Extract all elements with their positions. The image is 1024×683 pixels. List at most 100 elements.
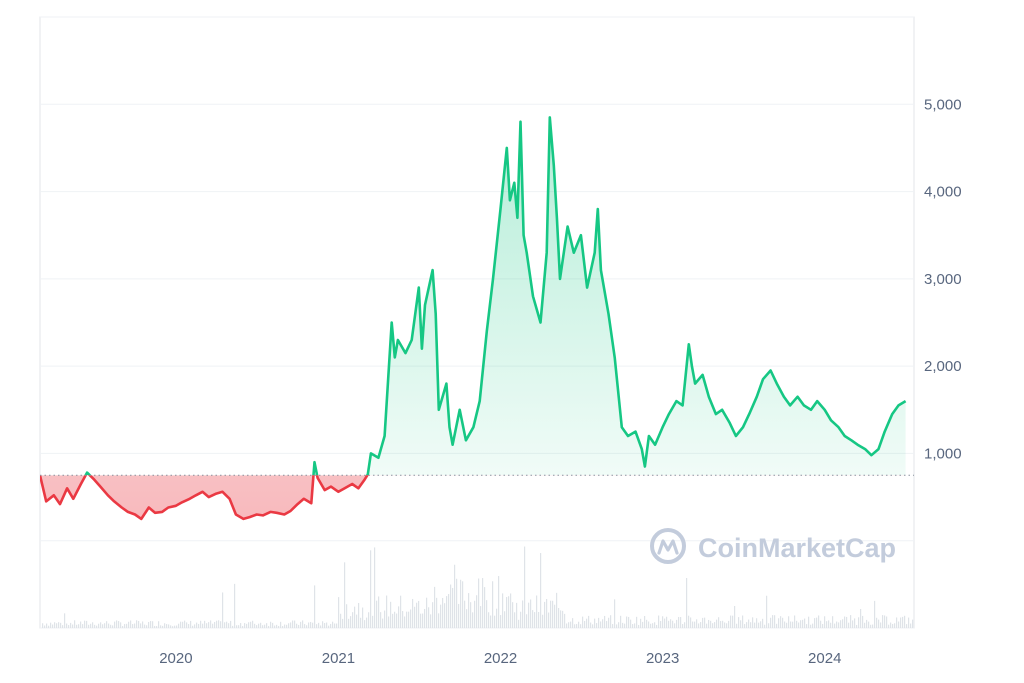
volume-bar: [58, 622, 60, 628]
volume-bar: [706, 623, 708, 628]
volume-bar: [912, 619, 914, 628]
volume-bar: [48, 625, 50, 628]
volume-bar: [436, 597, 438, 628]
volume-bar: [448, 594, 450, 628]
volume-bar: [470, 602, 472, 628]
volume-bar: [764, 624, 766, 628]
volume-bar: [400, 595, 402, 628]
x-axis-ticks: 2020 2021 2022 2023 2024: [159, 650, 841, 667]
volume-bar: [352, 612, 354, 628]
volume-bar: [798, 622, 800, 628]
volume-bar: [854, 618, 856, 628]
volume-bar: [856, 624, 858, 628]
volume-bar: [176, 625, 178, 628]
volume-bar: [372, 615, 374, 628]
volume-bar: [178, 623, 180, 628]
volume-bar: [150, 620, 152, 628]
volume-bar: [670, 619, 672, 628]
volume-bar: [658, 615, 660, 628]
volume-bar: [492, 581, 494, 628]
volume-bar: [690, 617, 692, 628]
volume-bar: [800, 620, 802, 628]
volume-bar: [880, 622, 882, 628]
volume-bar: [298, 624, 300, 628]
volume-bar: [682, 624, 684, 628]
volume-bar: [664, 618, 666, 628]
y-tick-label: 3,000: [924, 271, 962, 288]
volume-bar: [700, 622, 702, 628]
x-tick-label: 2023: [646, 650, 679, 667]
volume-bar: [802, 619, 804, 628]
volume-bar: [216, 620, 218, 628]
volume-bar: [464, 600, 466, 628]
volume-bar: [838, 622, 840, 628]
volume-bar: [596, 623, 598, 628]
volume-bar: [142, 621, 144, 628]
volume-bar: [560, 610, 562, 628]
volume-bar: [468, 593, 470, 628]
volume-bar: [232, 625, 234, 628]
volume-bar: [184, 620, 186, 628]
volume-bar: [502, 593, 504, 628]
volume-bar: [640, 618, 642, 628]
volume-bar: [420, 613, 422, 628]
volume-bar: [812, 623, 814, 628]
volume-bar: [714, 622, 716, 628]
volume-bar: [306, 625, 308, 628]
volume-bar: [864, 622, 866, 628]
volume-bar: [672, 620, 674, 628]
volume-bar: [814, 618, 816, 628]
volume-bar: [458, 603, 460, 628]
volume-bar: [610, 615, 612, 628]
volume-bar: [510, 593, 512, 628]
volume-bar: [278, 626, 280, 628]
volume-bar: [354, 606, 356, 628]
volume-bar: [898, 621, 900, 628]
volume-bar: [808, 616, 810, 628]
volume-bar: [756, 618, 758, 628]
volume-bar: [364, 620, 366, 628]
volume-bar: [160, 625, 162, 628]
volume-bar: [550, 600, 552, 628]
volume-bar: [86, 620, 88, 628]
volume-bar: [534, 612, 536, 628]
volume-bar: [482, 578, 484, 628]
volume-bar: [652, 623, 654, 628]
volume-bar: [92, 622, 94, 628]
volume-bar: [872, 624, 874, 628]
volume-bar: [820, 620, 822, 628]
volume-bar: [524, 546, 526, 628]
volume-bar: [394, 611, 396, 628]
volume-bar: [708, 619, 710, 628]
volume-bar: [608, 617, 610, 628]
volume-bar: [246, 623, 248, 628]
volume-bar: [324, 623, 326, 628]
volume-bar: [234, 583, 236, 628]
volume-bar: [778, 618, 780, 628]
volume-bar: [242, 626, 244, 628]
volume-bar: [430, 614, 432, 628]
volume-bar: [762, 618, 764, 628]
volume-bar: [594, 618, 596, 628]
volume-bar: [214, 621, 216, 628]
volume-bar: [636, 616, 638, 628]
volume-bar: [618, 622, 620, 628]
volume-bar: [642, 621, 644, 628]
volume-bar: [678, 616, 680, 628]
volume-bar: [236, 625, 238, 628]
volume-bar: [252, 620, 254, 628]
volume-bar: [218, 620, 220, 628]
volume-bar: [368, 612, 370, 628]
volume-bar: [748, 619, 750, 628]
volume-bar: [228, 623, 230, 628]
volume-bar: [646, 619, 648, 628]
volume-bar: [878, 619, 880, 628]
volume-bar: [292, 620, 294, 628]
volume-bar: [494, 615, 496, 628]
volume-bar: [74, 620, 76, 628]
volume-bar: [750, 622, 752, 628]
volume-bar: [840, 620, 842, 628]
volume-bar: [772, 615, 774, 628]
volume-bar: [806, 624, 808, 628]
